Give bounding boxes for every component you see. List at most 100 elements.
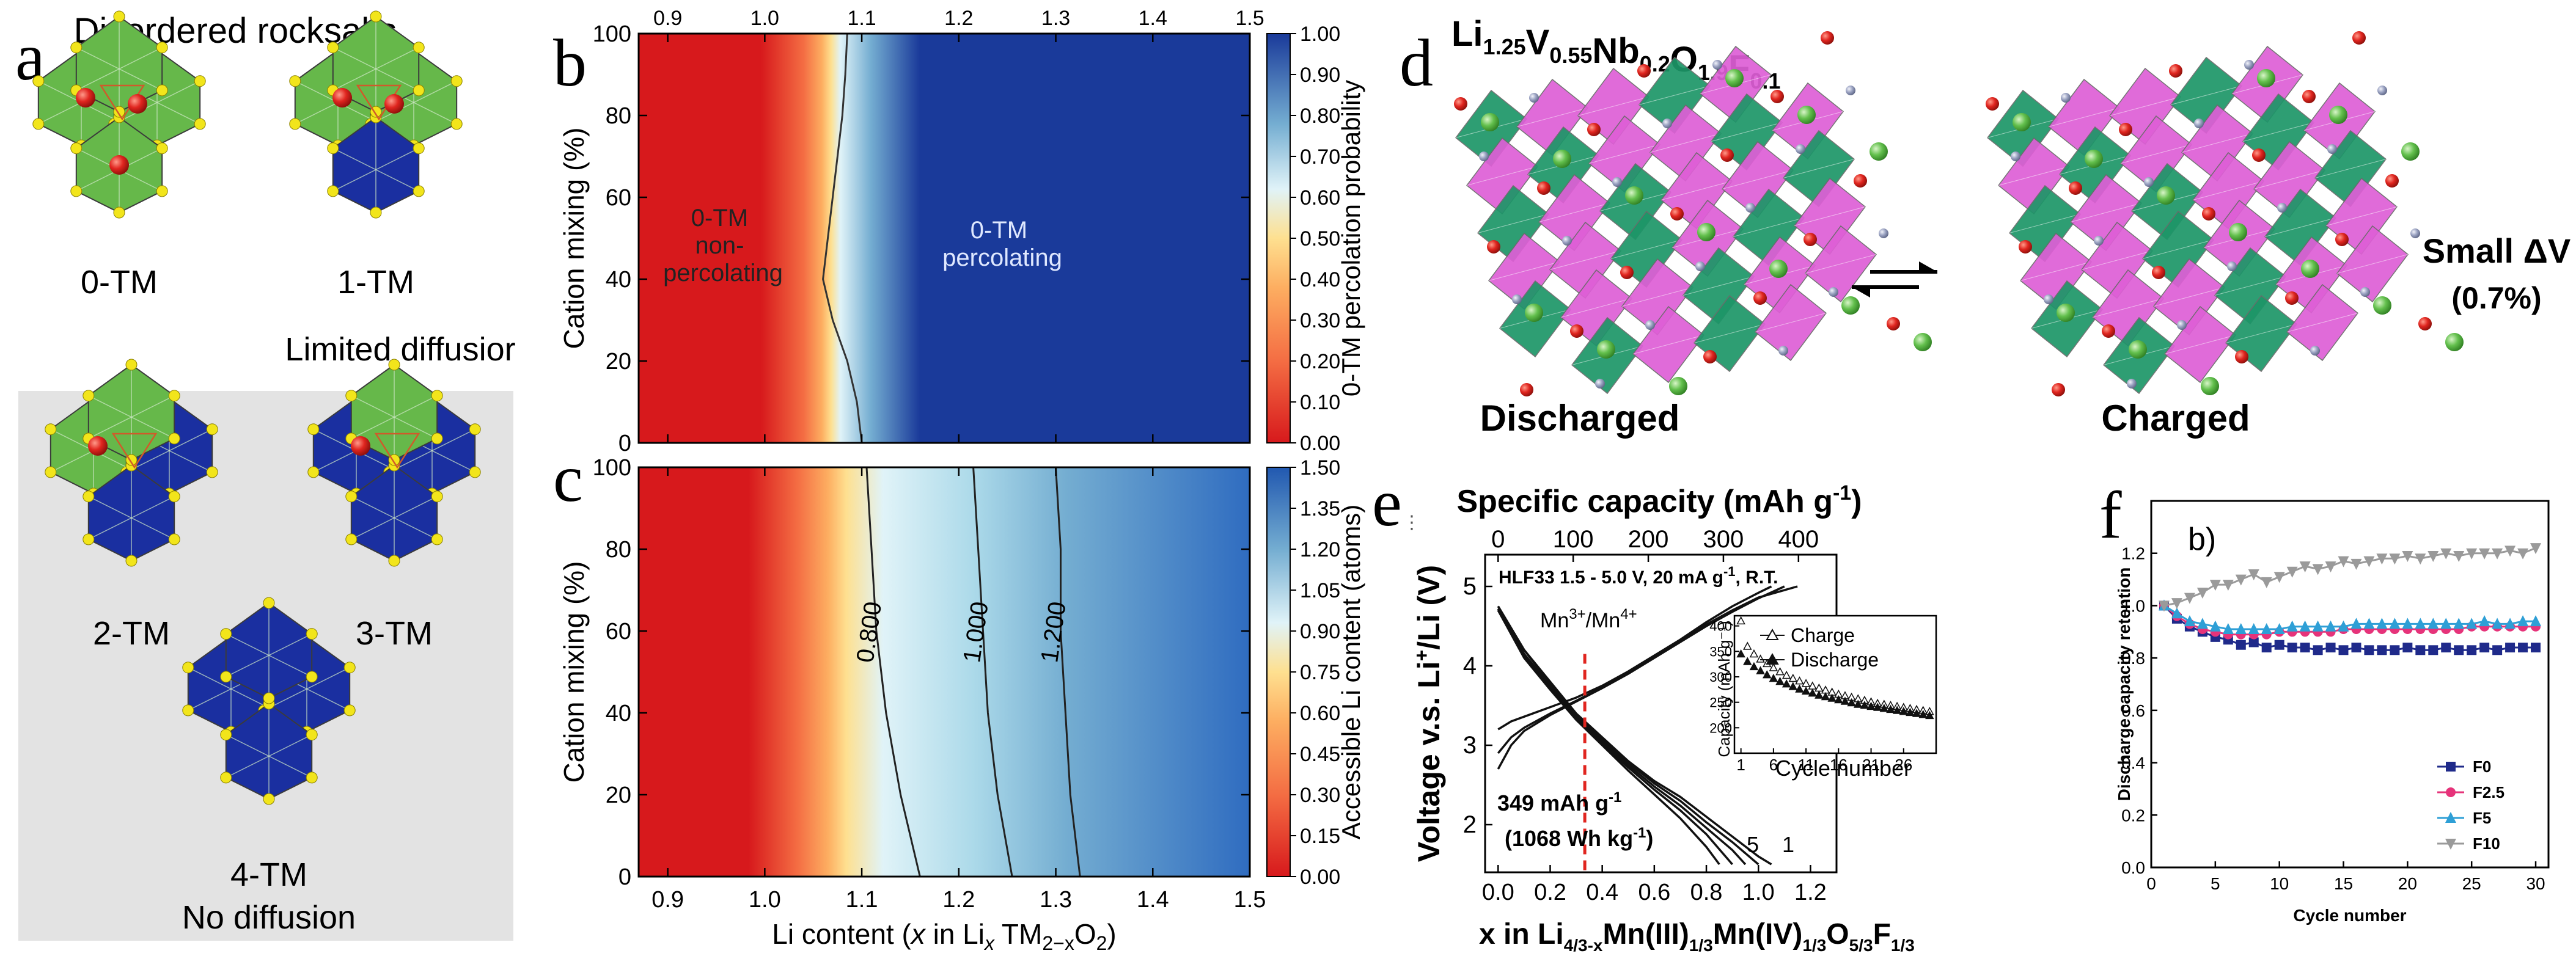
x-tick-label: 25	[2462, 874, 2481, 893]
octahedron-edge	[2214, 276, 2286, 296]
o-atom	[2385, 174, 2399, 188]
octahedron-edge	[76, 47, 163, 91]
vertex-anion	[45, 466, 57, 478]
discharge-point	[1834, 695, 1843, 704]
octahedron-edge	[1693, 324, 1766, 343]
data-point	[2222, 623, 2234, 634]
colorbar-b	[1266, 33, 1291, 443]
octahedron-edge	[351, 395, 438, 439]
data-point	[2274, 640, 2284, 650]
li-atom	[2445, 333, 2464, 351]
f-atom	[2011, 151, 2020, 161]
region-label-line-2: non-	[695, 232, 744, 259]
o-atom	[1670, 207, 1684, 221]
vertex-anion	[70, 42, 83, 54]
contour-line	[972, 467, 1013, 877]
f-atom	[2094, 236, 2104, 246]
o-atom	[2235, 350, 2248, 363]
octahedron-edge	[1466, 166, 1538, 186]
discharge-point	[1736, 649, 1745, 658]
f-atom	[2044, 294, 2053, 304]
vertex-anion	[307, 423, 320, 436]
octahedron-edge	[88, 496, 175, 540]
data-point	[2440, 618, 2452, 629]
octahedron-edge	[188, 667, 274, 711]
y-tick-label: 4	[1463, 652, 1477, 679]
vertex-anion	[431, 491, 443, 503]
region-label-line-1: 0-TM	[971, 217, 1027, 244]
vertex-anion	[206, 466, 218, 478]
data-point	[2273, 623, 2285, 634]
xlabel-f: Cycle number	[2293, 906, 2406, 925]
octahedron-edge	[2336, 254, 2409, 274]
redox-mn: Mn	[1540, 609, 1569, 632]
o-atom	[2202, 207, 2215, 221]
octahedron	[345, 459, 443, 567]
data-point	[2350, 558, 2362, 570]
cluster-2-tm	[45, 359, 218, 567]
discharge-point	[1840, 696, 1850, 705]
data-point	[2376, 618, 2388, 629]
inset-legend-marker	[1766, 652, 1779, 665]
discharge-point	[1749, 662, 1759, 671]
colorbar-tick-label: 0.80	[1300, 104, 1340, 128]
cluster-4-tm	[182, 597, 356, 805]
legend-label: F0	[2473, 757, 2491, 776]
o-atom	[2152, 266, 2165, 279]
data-point	[2504, 546, 2516, 557]
octahedron-edge	[2153, 287, 2225, 307]
xlabel-close: )	[1107, 918, 1116, 950]
li-atom	[1525, 304, 1543, 322]
charge-point	[1788, 673, 1798, 682]
data-point	[2466, 618, 2478, 629]
li-atom	[1625, 186, 1643, 205]
discharge-point	[1912, 709, 1921, 717]
charge-point	[1749, 649, 1759, 658]
octahedron	[345, 359, 443, 466]
series-line-F10	[2163, 547, 2536, 607]
f-atom	[1662, 119, 1672, 128]
vertex-anion	[413, 185, 425, 197]
charge-curve	[1497, 585, 1785, 770]
vertex-anion	[413, 42, 425, 54]
f-atom	[2277, 203, 2287, 213]
percolation-boundary-line	[822, 33, 863, 443]
ylabel-e-rest: /Li (V)	[1412, 565, 1446, 650]
heatmap-b	[639, 34, 1250, 443]
o-atom	[2335, 233, 2349, 246]
o-atom	[1537, 181, 1550, 195]
discharge-point	[1827, 693, 1837, 702]
li-atom	[384, 94, 404, 114]
data-point	[2273, 572, 2285, 583]
x-tick-label: 1.0	[749, 887, 781, 913]
o-atom	[1821, 31, 1834, 45]
colorbar-label-c: Accessible Li content (atoms)	[1337, 505, 1365, 840]
o-atom	[2102, 324, 2115, 338]
data-point	[2350, 618, 2362, 629]
f-atom	[1846, 86, 1855, 95]
vertex-anion	[450, 75, 463, 87]
capacity-main: 349 mAh g	[1497, 790, 1609, 816]
formula-element: Nb	[1592, 31, 1639, 71]
octahedron-edge	[2092, 298, 2164, 318]
f-atom	[2360, 287, 2370, 297]
x-tick-label: 1.5	[1234, 887, 1266, 913]
li-atom	[1914, 333, 1932, 351]
octahedron-edge	[2070, 203, 2142, 222]
discharge-curve	[1497, 608, 1747, 866]
data-point	[2415, 618, 2426, 629]
o-atom	[1520, 383, 1533, 396]
data-point	[2248, 569, 2259, 580]
y-tick-label: 0	[618, 864, 631, 890]
colorbar-tick-label: 0.90	[1300, 64, 1340, 87]
f-atom	[1479, 151, 1489, 161]
f-atom	[1695, 261, 1705, 271]
vertex-anion	[83, 491, 95, 503]
li-atom	[2257, 69, 2275, 87]
x-tick-label: 1.0	[1742, 880, 1775, 905]
redox-slash: /Mn	[1586, 609, 1621, 632]
octahedron-edge	[332, 148, 419, 192]
f-atom	[2310, 346, 2320, 356]
ylabel-f: Discharge capacity retention	[2115, 567, 2134, 801]
inset-x-tick-label: 26	[1895, 756, 1912, 774]
